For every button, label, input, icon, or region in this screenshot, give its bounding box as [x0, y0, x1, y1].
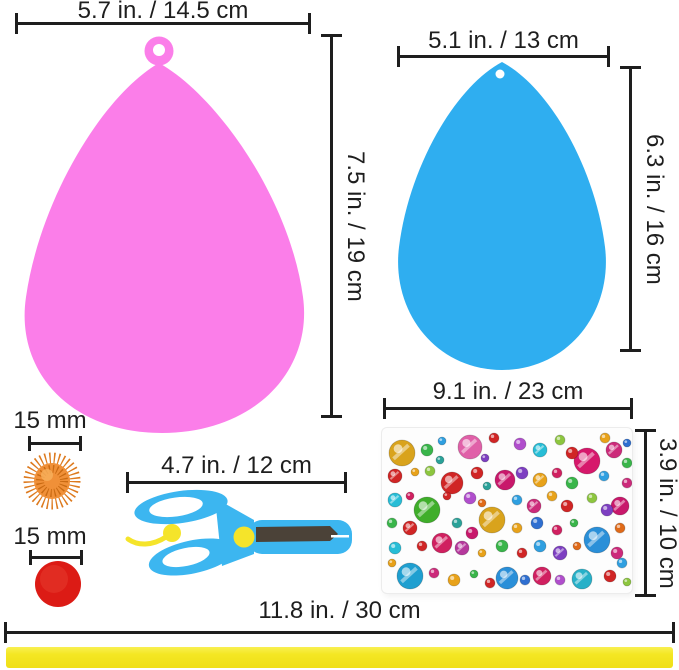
gem-sheet-height-label: 3.9 in. / 10 cm [654, 437, 679, 589]
blue-egg-height-dimension-line [620, 66, 641, 352]
pink-egg [24, 36, 305, 433]
blue-egg-width-dimension-line [397, 46, 610, 67]
orange-pompom-size-label: 15 mm [13, 407, 87, 434]
yellow-ribbon [6, 647, 673, 668]
blue-egg-width-label: 5.1 in. / 13 cm [428, 27, 579, 54]
blue-egg-height-label: 6.3 in. / 16 cm [641, 133, 669, 285]
scissors-upper-handle [134, 489, 228, 525]
ribbon-dimension-line [4, 622, 675, 643]
scissors-neck [215, 498, 254, 566]
scissors-spring-hub [163, 524, 181, 542]
scissors-body [248, 520, 352, 554]
scissors-blade-slit [331, 535, 349, 538]
pink-egg-width-label: 5.7 in. / 14.5 cm [77, 0, 249, 24]
pink-egg-height-label: 7.5 in. / 19 cm [342, 150, 370, 302]
pink-egg-hanging-hole [153, 44, 165, 56]
gem-sheet-height-dimension-line [635, 429, 656, 597]
gem-sheet-width-label: 9.1 in. / 23 cm [432, 378, 584, 405]
gem-sticker-svg [386, 432, 632, 590]
scissors-width-label: 4.7 in. / 12 cm [161, 452, 312, 479]
gem-sheet-width-dimension-line [383, 398, 633, 419]
scissors-lower-handle-hole [162, 546, 210, 568]
ribbon-width-label: 11.8 in. / 30 cm [258, 597, 421, 624]
scissors-blade [256, 526, 338, 542]
gem-sticker-sheet [382, 428, 632, 593]
pink-egg-shape [24, 63, 305, 433]
scissors-dimension-line [126, 472, 347, 493]
orange-pompom [23, 452, 81, 510]
red-pompom-dimension-line [29, 550, 83, 565]
blue-egg [398, 62, 606, 370]
pink-egg-hanging-tab [144, 36, 174, 66]
pink-egg-width-dimension-line [15, 13, 311, 34]
red-pompom-size-label: 15 mm [13, 523, 87, 550]
safety-scissors [125, 489, 352, 576]
scissors-spring-lever [125, 534, 169, 547]
scissors-pivot [233, 526, 255, 548]
orange-pompom-dimension-line [28, 436, 82, 451]
blue-egg-shape [398, 62, 606, 370]
blue-egg-hole [495, 69, 505, 79]
scissors-upper-handle-hole [149, 496, 203, 518]
pink-egg-height-dimension-line [321, 34, 342, 418]
scissors-lower-handle [148, 538, 236, 576]
